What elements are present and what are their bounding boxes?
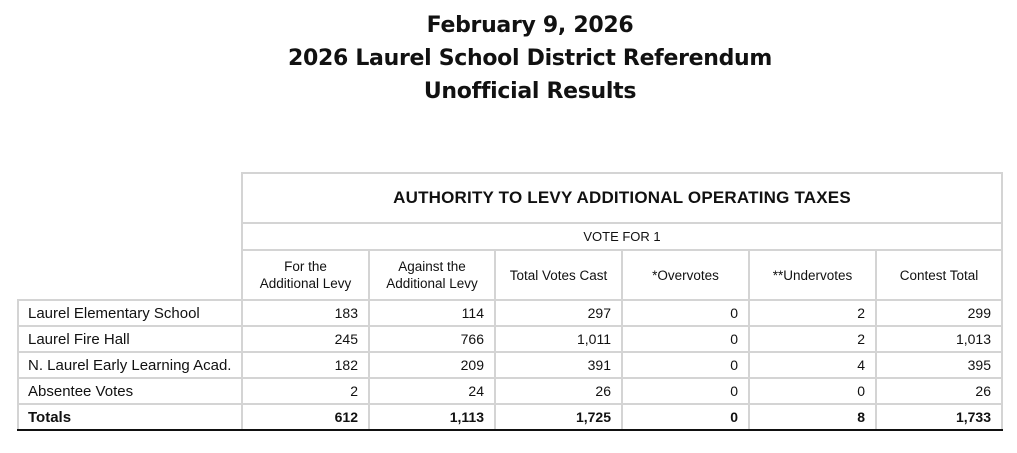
cell-value: 182 [241, 351, 370, 379]
cell-value: 0 [621, 299, 750, 327]
results-status: Unofficial Results [423, 79, 637, 104]
cell-value: 183 [241, 299, 370, 327]
cell-value: 2 [748, 325, 877, 353]
cell-value: 0 [748, 377, 877, 405]
column-header: **Undervotes [748, 249, 877, 301]
totals-row: Totals 612 1,113 1,725 0 8 1,733 [17, 403, 1003, 431]
cell-value: 0 [621, 325, 750, 353]
column-header-text: Additional Levy [259, 276, 352, 291]
cell-value: 766 [368, 325, 496, 353]
row-label: Laurel Fire Hall [17, 325, 243, 353]
cell-value: 1,725 [494, 403, 623, 431]
row-label: Totals [17, 403, 243, 431]
table-row: Absentee Votes 2 24 26 0 0 26 [17, 377, 1003, 405]
cell-value: 297 [494, 299, 623, 327]
column-header: *Overvotes [621, 249, 750, 301]
blank-corner [18, 173, 242, 300]
cell-value: 4 [748, 351, 877, 379]
cell-value: 1,013 [875, 325, 1003, 353]
cell-value: 114 [368, 299, 496, 327]
column-header-text: Additional Levy [386, 276, 478, 291]
cell-value: 391 [494, 351, 623, 379]
cell-value: 2 [748, 299, 877, 327]
column-header-text: For the [284, 259, 327, 274]
column-headers: For the Additional Levy Against the Additio… [18, 249, 1003, 301]
cell-value: 26 [875, 377, 1003, 405]
table-row: N. Laurel Early Learning Acad. 182 209 391 0… [17, 351, 1003, 379]
column-header-text: *Overvotes [652, 267, 719, 283]
table-row: Laurel Fire Hall 245 766 1,011 0 2 1,013 [17, 325, 1003, 353]
column-header-text: **Undervotes [772, 267, 853, 283]
row-label: N. Laurel Early Learning Acad. [17, 351, 243, 379]
column-header-text: Total Votes Cast [509, 267, 608, 283]
cell-value: 299 [875, 299, 1003, 327]
cell-value: 612 [241, 403, 370, 431]
report-header: February 9, 2026 2026 Laurel School Dist… [30, 9, 1017, 108]
cell-value: 0 [621, 377, 750, 405]
cell-value: 0 [621, 351, 750, 379]
vote-for-label: VOTE FOR 1 [241, 222, 1003, 251]
election-title: 2026 Laurel School District Referendum [287, 46, 773, 71]
cell-value: 1,733 [875, 403, 1003, 431]
cell-value: 26 [494, 377, 623, 405]
column-header: Total Votes Cast [494, 249, 623, 301]
table-row: Laurel Elementary School 183 114 297 0 2 299 [17, 299, 1003, 327]
column-header: For the Additional Levy [241, 249, 370, 301]
column-header: Against the Additional Levy [368, 249, 496, 301]
cell-value: 8 [748, 403, 877, 431]
cell-value: 2 [241, 377, 370, 405]
cell-value: 1,011 [494, 325, 623, 353]
row-label: Laurel Elementary School [17, 299, 243, 327]
cell-value: 1,113 [368, 403, 496, 431]
cell-value: 395 [875, 351, 1003, 379]
row-label: Absentee Votes [17, 377, 243, 405]
election-date: February 9, 2026 [426, 13, 634, 38]
cell-value: 245 [241, 325, 370, 353]
cell-value: 24 [368, 377, 496, 405]
column-header: Contest Total [875, 249, 1003, 301]
cell-value: 209 [368, 351, 496, 379]
column-header-text: Contest Total [899, 267, 979, 283]
column-header-text: Against the [398, 259, 466, 274]
cell-value: 0 [621, 403, 750, 431]
contest-title: AUTHORITY TO LEVY ADDITIONAL OPERATING T… [241, 172, 1003, 224]
results-table: AUTHORITY TO LEVY ADDITIONAL OPERATING T… [17, 172, 1003, 431]
